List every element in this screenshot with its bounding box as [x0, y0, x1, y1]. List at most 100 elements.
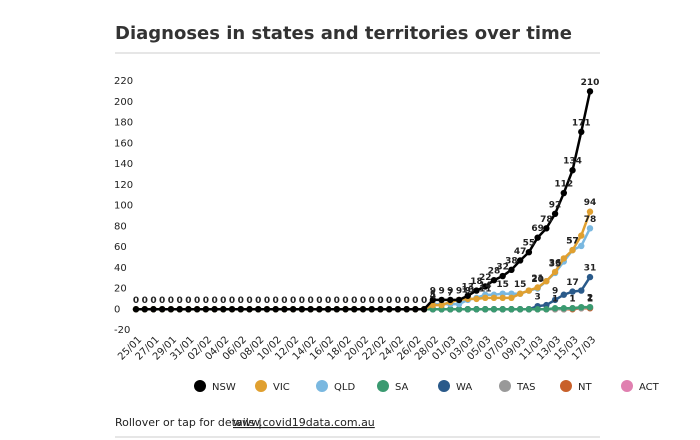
data-label: 1	[587, 295, 593, 305]
data-point	[412, 306, 419, 313]
data-point	[508, 266, 515, 274]
data-point	[228, 306, 236, 313]
legend-swatch	[194, 380, 206, 392]
data-point	[255, 306, 262, 313]
data-point	[193, 306, 201, 313]
data-point	[551, 210, 559, 217]
data-label: 5	[430, 291, 436, 301]
data-point	[551, 268, 559, 276]
data-point	[150, 306, 157, 313]
legend-swatch	[255, 380, 267, 392]
data-point	[447, 306, 454, 313]
data-label: 2	[587, 294, 593, 304]
data-label: 0	[255, 296, 261, 306]
data-point	[499, 272, 506, 280]
data-label: 0	[325, 296, 331, 306]
data-label: 0	[159, 296, 165, 306]
data-point	[560, 305, 568, 312]
data-point	[185, 306, 192, 313]
data-point	[455, 306, 463, 313]
legend-label: ACT	[639, 382, 660, 393]
data-point	[377, 306, 384, 313]
data-point	[246, 306, 253, 313]
legend-label: TAS	[516, 382, 536, 393]
data-label: 0	[264, 296, 270, 306]
data-point	[569, 288, 576, 295]
legend-swatch	[560, 380, 572, 392]
data-label: 0	[211, 296, 217, 306]
data-label: 11	[479, 284, 492, 294]
data-point	[429, 301, 437, 309]
footer-note: Rollover or tap for details |	[115, 416, 262, 429]
data-point	[578, 303, 585, 311]
data-point	[307, 306, 314, 313]
y-tick-label: 200	[114, 97, 133, 108]
legend-label: NT	[578, 382, 592, 393]
data-point	[333, 306, 341, 313]
data-point	[586, 88, 594, 95]
data-point	[464, 292, 471, 299]
y-tick-label: 160	[114, 138, 133, 149]
legend-swatch	[316, 380, 328, 392]
data-label: 3	[534, 293, 540, 303]
legend-swatch	[377, 380, 389, 392]
data-label: 94	[584, 198, 597, 208]
data-point	[464, 306, 471, 313]
data-point	[237, 306, 244, 313]
data-label: 9	[447, 286, 453, 296]
data-label: 0	[377, 296, 383, 306]
data-point	[403, 306, 410, 313]
data-label: 0	[168, 296, 174, 306]
data-point	[158, 306, 166, 313]
data-point	[534, 284, 541, 291]
data-label: 13	[462, 282, 475, 292]
data-label: 31	[584, 264, 597, 274]
data-point	[211, 306, 218, 313]
data-point	[516, 290, 524, 297]
data-point	[508, 294, 515, 302]
data-point	[141, 306, 148, 313]
data-point	[455, 296, 463, 304]
data-point	[534, 234, 541, 241]
data-point	[359, 306, 367, 313]
data-point	[298, 306, 306, 313]
data-label: 21	[531, 274, 544, 284]
data-label: 0	[185, 296, 191, 306]
data-point	[324, 306, 332, 313]
data-point	[490, 294, 498, 302]
data-point	[482, 306, 489, 313]
data-point	[220, 306, 227, 313]
data-point	[586, 225, 594, 232]
data-label: 32	[496, 263, 509, 273]
data-label: 2	[587, 294, 593, 304]
data-label: 1	[552, 295, 558, 305]
data-point	[551, 305, 559, 312]
data-label: 20	[531, 275, 544, 285]
data-point	[499, 306, 506, 313]
data-label: 0	[342, 296, 348, 306]
data-point	[176, 306, 183, 313]
data-label: 0	[150, 296, 156, 306]
data-label: 0	[177, 296, 183, 306]
data-point	[482, 294, 489, 302]
data-label: 0	[421, 296, 427, 306]
data-label: 57	[566, 237, 579, 247]
legend-label: SA	[395, 382, 409, 393]
data-label: 0	[290, 296, 296, 306]
data-label: 0	[351, 296, 357, 306]
data-point	[316, 306, 323, 313]
footer-link[interactable]: www.covid19data.com.au	[233, 416, 375, 429]
data-point	[499, 294, 506, 302]
data-point	[534, 306, 541, 313]
data-point	[569, 305, 576, 312]
data-point	[525, 248, 533, 256]
data-point	[281, 306, 288, 313]
data-label: 0	[273, 296, 279, 306]
data-label: 78	[584, 215, 597, 225]
data-point	[263, 306, 271, 313]
data-point	[543, 278, 550, 285]
data-point	[447, 296, 454, 304]
data-label: 1	[569, 295, 575, 305]
y-tick-label: -20	[114, 325, 130, 336]
